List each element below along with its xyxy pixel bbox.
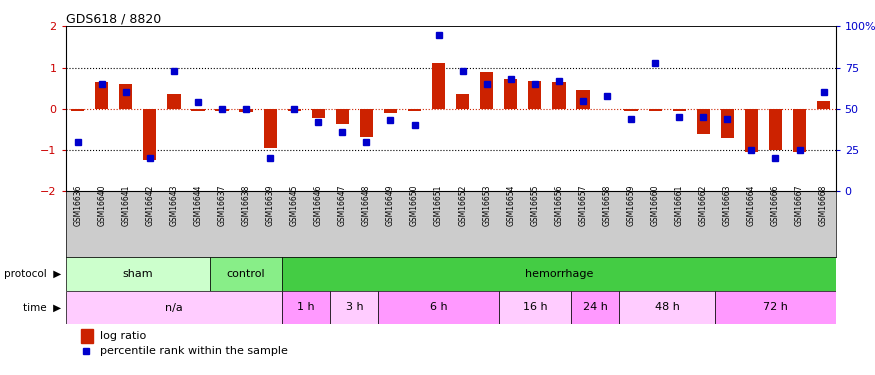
Bar [480,72,494,109]
Bar [456,94,469,109]
Bar [336,109,349,124]
Bar [552,82,565,109]
Text: GDS618 / 8820: GDS618 / 8820 [66,12,161,25]
Bar [769,109,782,150]
Bar [71,109,84,111]
Text: log ratio: log ratio [101,331,146,341]
Text: n/a: n/a [165,303,183,312]
Text: 6 h: 6 h [430,303,447,312]
Bar [263,109,276,148]
Text: 1 h: 1 h [298,303,315,312]
Bar [696,109,710,134]
Bar [215,109,228,111]
Bar [66,291,282,324]
Text: 72 h: 72 h [763,303,788,312]
Bar [95,82,108,109]
Bar [312,109,325,118]
Bar [432,63,445,109]
Bar [571,291,620,324]
Bar [282,257,836,291]
Bar [408,109,421,111]
Bar [379,291,499,324]
Bar [577,90,590,109]
Text: 48 h: 48 h [654,303,680,312]
Text: percentile rank within the sample: percentile rank within the sample [101,346,288,356]
Text: 3 h: 3 h [346,303,363,312]
Bar [499,291,571,324]
Bar [360,109,373,137]
Bar [119,84,132,109]
Bar [240,109,253,112]
Bar [167,94,180,109]
Bar [192,109,205,111]
Bar [716,291,836,324]
Bar [331,291,379,324]
Bar [745,109,758,152]
Bar [817,101,830,109]
Bar [66,257,210,291]
Text: protocol  ▶: protocol ▶ [4,269,61,279]
Bar [384,109,397,113]
Bar [648,109,662,111]
Text: 16 h: 16 h [522,303,547,312]
Bar [81,329,93,343]
Bar [504,79,517,109]
Text: time  ▶: time ▶ [23,303,61,312]
Bar [210,257,282,291]
Bar [625,109,638,111]
Bar [721,109,734,138]
Bar [673,109,686,111]
Text: control: control [227,269,265,279]
Text: hemorrhage: hemorrhage [525,269,593,279]
Text: 24 h: 24 h [583,303,607,312]
Bar [282,291,331,324]
Bar [620,291,716,324]
Bar [793,109,806,152]
Bar [288,109,301,111]
Bar [144,109,157,160]
Bar [528,81,542,109]
Text: sham: sham [123,269,153,279]
